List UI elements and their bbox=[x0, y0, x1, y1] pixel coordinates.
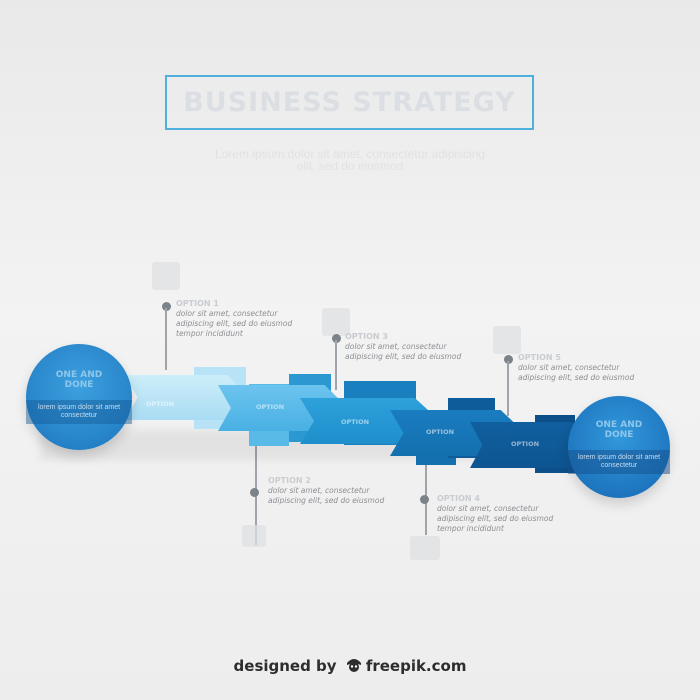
step-heading: OPTION 4 bbox=[437, 494, 480, 503]
step-text-line: adipiscing elit, sed do eiusmod bbox=[268, 496, 385, 505]
title-box: BUSINESS STRATEGY bbox=[165, 75, 534, 130]
page-title: BUSINESS STRATEGY bbox=[183, 87, 516, 118]
gear-icon bbox=[493, 326, 521, 354]
pin-dot-1 bbox=[162, 302, 171, 311]
step-text-line: adipiscing elit, sed do eiusmod bbox=[437, 514, 554, 523]
segment-label-2: OPTION bbox=[255, 403, 285, 411]
step-text-line: dolor sit amet, consectetur bbox=[176, 309, 278, 318]
segment-label-5: OPTION bbox=[510, 440, 540, 448]
end-circle-band: lorem ipsum dolor sit amet consectetur bbox=[568, 450, 670, 474]
connector-1 bbox=[165, 308, 167, 370]
pin-dot-4 bbox=[420, 495, 429, 504]
footer-credit: designed by freepik.com bbox=[0, 657, 700, 677]
footer-designed-by: designed by bbox=[233, 657, 337, 675]
segment-label-4: OPTION bbox=[425, 428, 455, 436]
footer-brand[interactable]: freepik.com bbox=[365, 657, 467, 675]
step-text-line: dolor sit amet, consectetur bbox=[268, 486, 370, 495]
start-circle: ONE AND DONE lorem ipsum dolor sit amet … bbox=[26, 344, 132, 450]
step-text-line: dolor sit amet, consectetur bbox=[437, 504, 539, 513]
page-subtitle: Lorem ipsum dolor sit amet, consectetur … bbox=[214, 147, 486, 173]
pin-dot-3 bbox=[332, 334, 341, 343]
step-heading: OPTION 2 bbox=[268, 476, 311, 485]
step-heading: OPTION 1 bbox=[176, 299, 219, 308]
people-icon bbox=[322, 308, 350, 336]
end-circle-title: ONE AND DONE bbox=[595, 420, 643, 440]
start-circle-band: lorem ipsum dolor sit amet consectetur bbox=[26, 400, 132, 424]
step-text-line: adipiscing elit, sed do eiusmod bbox=[345, 352, 462, 361]
step-text-line: adipiscing elit, sed do eiusmod bbox=[176, 319, 293, 328]
segment-label-1: OPTION bbox=[145, 400, 175, 408]
chart-icon bbox=[410, 536, 440, 560]
step-note-5: OPTION 5 dolor sit amet, consectetur adi… bbox=[518, 353, 648, 383]
step-note-2: OPTION 2 dolor sit amet, consectetur adi… bbox=[268, 476, 398, 506]
step-note-4: OPTION 4 dolor sit amet, consectetur adi… bbox=[437, 494, 567, 534]
segment-label-3: OPTION bbox=[340, 418, 370, 426]
pin-dot-2 bbox=[250, 488, 259, 497]
freepik-logo-icon bbox=[345, 657, 363, 677]
step-text-line: dolor sit amet, consectetur bbox=[518, 363, 620, 372]
connector-3 bbox=[335, 340, 337, 390]
step-heading: OPTION 5 bbox=[518, 353, 561, 362]
pin-dot-5 bbox=[504, 355, 513, 364]
connector-5 bbox=[507, 361, 509, 416]
step-text-line: tempor incididunt bbox=[437, 524, 504, 533]
end-circle: ONE AND DONE lorem ipsum dolor sit amet … bbox=[568, 396, 670, 498]
bulb-icon bbox=[242, 525, 266, 547]
cloud-icon bbox=[152, 262, 180, 290]
step-text-line: tempor incididunt bbox=[176, 329, 243, 338]
step-heading: OPTION 3 bbox=[345, 332, 388, 341]
step-text-line: dolor sit amet, consectetur bbox=[345, 342, 447, 351]
step-text-line: adipiscing elit, sed do eiusmod bbox=[518, 373, 635, 382]
start-circle-title: ONE AND DONE bbox=[55, 370, 103, 390]
step-note-3: OPTION 3 dolor sit amet, consectetur adi… bbox=[345, 332, 475, 362]
step-note-1: OPTION 1 dolor sit amet, consectetur adi… bbox=[176, 299, 306, 339]
